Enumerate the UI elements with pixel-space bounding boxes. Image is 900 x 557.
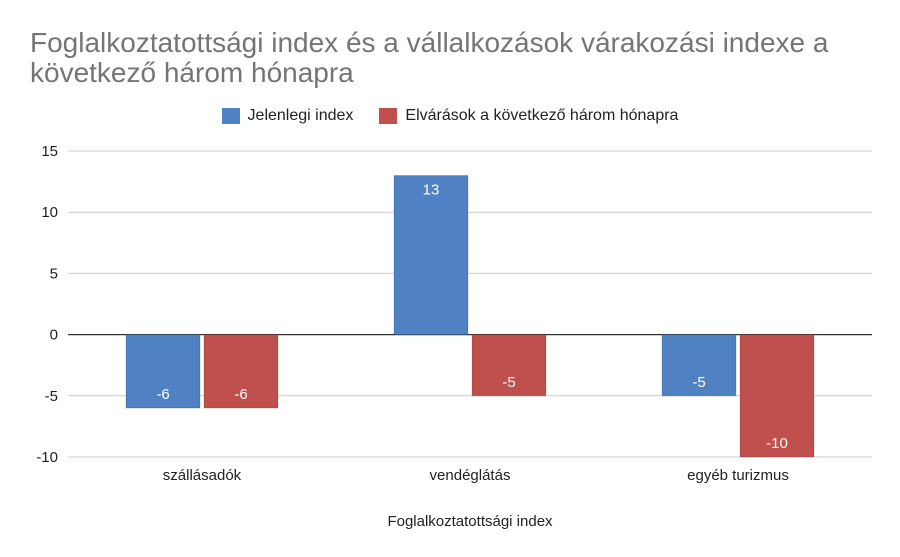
data-label: -5: [692, 374, 705, 391]
bar-1: [393, 174, 469, 336]
chart-legend: Jelenlegi index Elvárások a következő há…: [0, 104, 900, 128]
bar-2: [739, 334, 815, 458]
y-tick-label: -5: [45, 388, 58, 405]
x-tick-label: szállásadók: [163, 467, 242, 484]
y-tick-label: 10: [41, 204, 58, 221]
data-label: -6: [234, 386, 247, 403]
legend-item-series-2: Elvárások a következő három hónapra: [379, 107, 678, 125]
bar-1: [125, 334, 201, 409]
legend-label-series-2: Elvárások a következő három hónapra: [405, 107, 679, 124]
x-tick-label: vendéglátás: [430, 467, 511, 484]
chart-title: Foglalkoztatottsági index és a vállalkoz…: [30, 27, 829, 88]
data-label: 13: [423, 181, 440, 198]
x-axis-title: Foglalkoztatottsági index: [387, 513, 553, 530]
legend-swatch-series-1: [221, 108, 240, 124]
bar-2: [203, 334, 279, 409]
legend-swatch-series-2: [379, 108, 398, 124]
data-label: -10: [766, 435, 788, 452]
x-tick-label: egyéb turizmus: [687, 467, 789, 484]
y-tick-label: -10: [36, 449, 58, 466]
bar-2: [471, 334, 547, 397]
y-tick-label: 5: [50, 265, 58, 282]
bar-1: [661, 334, 737, 397]
legend-label-series-1: Jelenlegi index: [247, 107, 354, 124]
y-tick-label: 15: [41, 143, 58, 160]
y-tick-label: 0: [50, 327, 58, 344]
data-label: -5: [502, 374, 515, 391]
data-label: -6: [156, 386, 169, 403]
legend-item-series-1: Jelenlegi index: [221, 107, 354, 125]
